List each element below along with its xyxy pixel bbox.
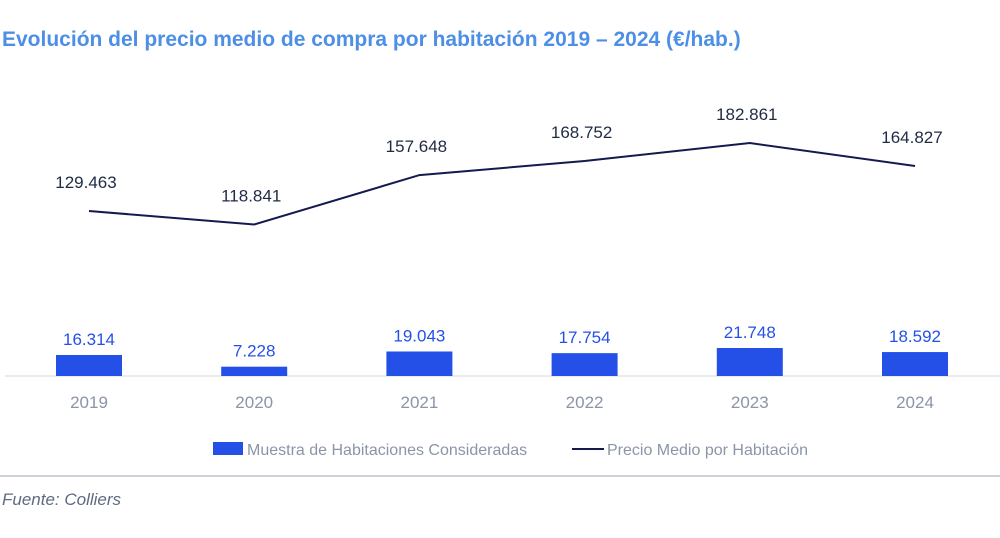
x-tick-2022: 2022	[566, 393, 604, 412]
legend-bar-swatch	[213, 442, 243, 455]
source-note: Fuente: Colliers	[2, 490, 122, 509]
legend-bar-label: Muestra de Habitaciones Consideradas	[247, 442, 527, 459]
price-line	[88, 141, 916, 226]
bar-label-2019: 16.314	[63, 330, 115, 349]
legend: Muestra de Habitaciones Consideradas Pre…	[213, 442, 808, 459]
line-label-2021: 157.648	[386, 137, 447, 156]
line-label-2024: 164.827	[881, 128, 942, 147]
x-tick-2023: 2023	[731, 393, 769, 412]
bar-label-2021: 19.043	[393, 326, 445, 345]
line-label-2020: 118.841	[221, 187, 281, 206]
line-label-2019: 129.463	[55, 173, 116, 192]
bar-series	[56, 348, 948, 376]
bar-2022	[551, 353, 618, 376]
bar-label-2020: 7.228	[233, 342, 276, 361]
line-value-labels: 129.463 118.841 157.648 168.752 182.861 164.8…	[55, 105, 942, 206]
line-label-2023: 182.861	[716, 105, 777, 124]
chart-title: Evolución del precio medio de compra por…	[2, 28, 741, 51]
x-tick-2019: 2019	[70, 393, 108, 412]
x-axis-tick-labels: 2019 2020 2021 2022 2023 2024	[70, 393, 934, 412]
legend-line-label: Precio Medio por Habitación	[607, 442, 808, 459]
bar-2019	[56, 354, 122, 376]
bar-2020	[221, 366, 288, 376]
bar-value-labels: 16.314 7.228 19.043 17.754 21.748 18.592	[63, 323, 941, 361]
bar-label-2023: 21.748	[724, 323, 776, 342]
line-label-2022: 168.752	[551, 123, 612, 142]
x-tick-2020: 2020	[235, 393, 273, 412]
bar-2021	[386, 351, 453, 376]
line-series	[88, 141, 916, 226]
x-tick-2024: 2024	[896, 393, 934, 412]
bar-label-2024: 18.592	[889, 327, 941, 346]
bar-2024	[882, 352, 948, 376]
x-tick-2021: 2021	[400, 393, 438, 412]
bar-2023	[716, 348, 783, 376]
bar-label-2022: 17.754	[559, 328, 611, 347]
